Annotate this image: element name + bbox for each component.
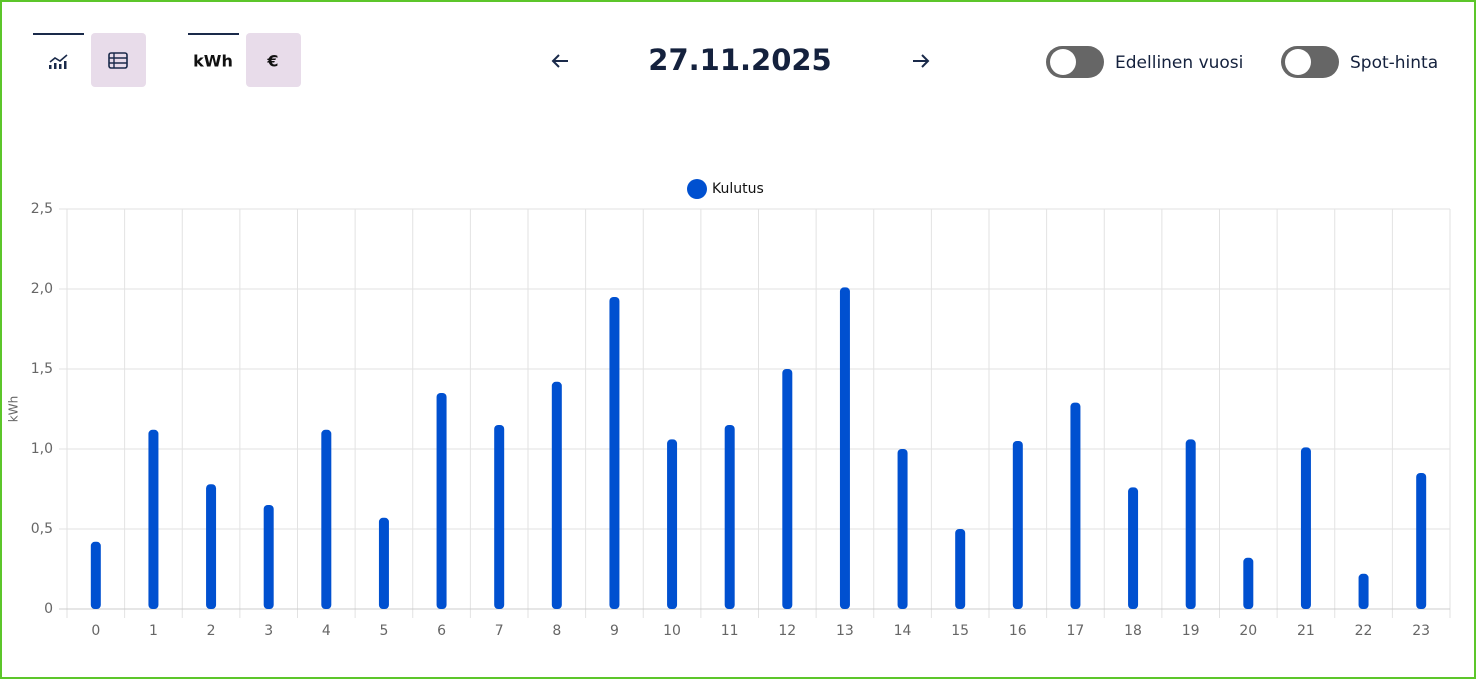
- x-tick-label: 8: [552, 623, 561, 639]
- bar: [1128, 487, 1139, 609]
- bar: [1243, 557, 1254, 609]
- bar: [1012, 441, 1023, 609]
- y-tick-label: 2,5: [31, 201, 53, 217]
- x-tick-label: 19: [1182, 623, 1200, 639]
- bar: [609, 297, 620, 609]
- bar: [148, 429, 159, 609]
- bar: [551, 381, 562, 609]
- legend-label: Kulutus: [712, 181, 764, 197]
- chart-view-button[interactable]: [31, 33, 86, 87]
- x-tick-label: 0: [91, 623, 100, 639]
- x-tick-label: 12: [778, 623, 796, 639]
- x-tick-label: 4: [322, 623, 331, 639]
- x-tick-label: 7: [495, 623, 504, 639]
- toggle-label: Edellinen vuosi: [1115, 53, 1243, 73]
- x-tick-label: 23: [1412, 623, 1430, 639]
- x-tick-label: 2: [207, 623, 216, 639]
- x-tick-label: 14: [894, 623, 912, 639]
- y-axis-title: kWh: [7, 396, 21, 422]
- x-tick-label: 20: [1239, 623, 1257, 639]
- y-tick-label: 0,5: [31, 521, 53, 537]
- x-tick-label: 13: [836, 623, 854, 639]
- bar: [1358, 573, 1369, 609]
- bar: [955, 529, 966, 609]
- x-tick-label: 17: [1067, 623, 1085, 639]
- bar: [1416, 473, 1427, 609]
- bar: [667, 439, 678, 609]
- previous-year-toggle[interactable]: [1046, 46, 1104, 78]
- bar: [206, 484, 217, 609]
- x-tick-label: 15: [951, 623, 969, 639]
- bar: [1070, 402, 1081, 609]
- bar: [1185, 439, 1196, 609]
- x-tick-label: 6: [437, 623, 446, 639]
- bar: [724, 425, 735, 609]
- bar: [90, 541, 101, 609]
- x-tick-label: 22: [1355, 623, 1373, 639]
- legend-swatch: [687, 179, 707, 199]
- bar: [897, 449, 908, 609]
- x-tick-label: 18: [1124, 623, 1142, 639]
- bar: [321, 429, 332, 609]
- toggle-label: Spot-hinta: [1350, 53, 1438, 73]
- prev-day-button[interactable]: [551, 54, 568, 68]
- x-tick-label: 5: [379, 623, 388, 639]
- kwh-label: kWh: [193, 52, 233, 71]
- bar: [263, 505, 274, 609]
- date-label: 27.11.2025: [648, 43, 831, 77]
- y-tick-label: 1,0: [31, 441, 53, 457]
- x-tick-label: 21: [1297, 623, 1315, 639]
- table-view-button[interactable]: [91, 33, 146, 87]
- x-tick-label: 9: [610, 623, 619, 639]
- eur-button[interactable]: €: [246, 33, 301, 87]
- y-tick-label: 0: [44, 601, 53, 617]
- spot-price-toggle[interactable]: [1281, 46, 1339, 78]
- bar: [436, 393, 447, 609]
- bar: [494, 425, 505, 609]
- x-tick-label: 1: [149, 623, 158, 639]
- next-day-button[interactable]: [913, 54, 930, 68]
- y-tick-label: 1,5: [31, 361, 53, 377]
- x-tick-label: 11: [721, 623, 739, 639]
- x-tick-label: 16: [1009, 623, 1027, 639]
- bar: [839, 287, 850, 609]
- bar: [378, 517, 389, 609]
- kwh-button[interactable]: kWh: [186, 33, 241, 87]
- bar: [782, 369, 793, 609]
- eur-label: €: [266, 52, 278, 71]
- y-tick-label: 2,0: [31, 281, 53, 297]
- x-tick-label: 3: [264, 623, 273, 639]
- x-tick-label: 10: [663, 623, 681, 639]
- bar: [1300, 447, 1311, 609]
